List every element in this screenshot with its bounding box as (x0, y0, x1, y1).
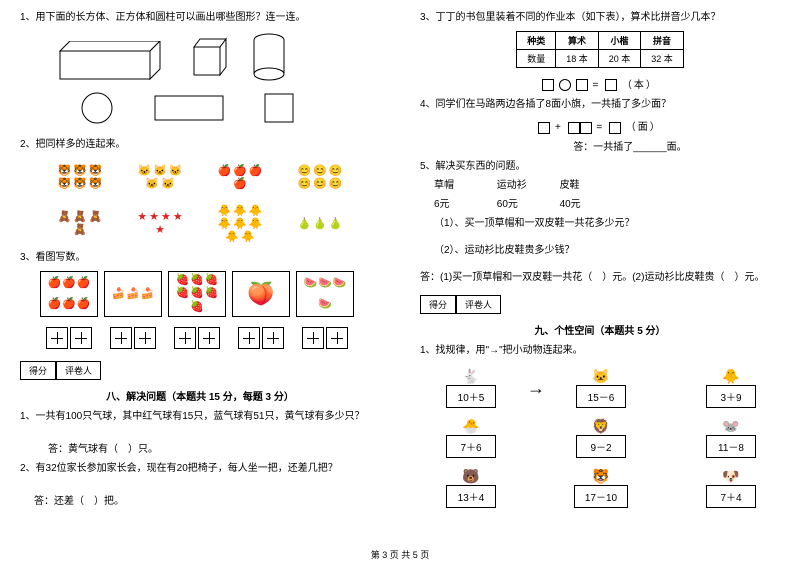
right-column: 3、丁丁的书包里装着不同的作业本（如下表），算术比拼音少几本？ 种类 算术 小楷… (400, 0, 800, 540)
q8-2: 2、有32位家长参加家长会，现在有20把椅子，每人坐一把，还差几把？ (20, 461, 380, 476)
tally-cell[interactable] (198, 327, 220, 349)
animal-icon: 🐭 (722, 419, 739, 433)
cats-icon: 🐱🐱🐱🐱🐱 (132, 166, 188, 190)
tally-cell[interactable] (134, 327, 156, 349)
q3r-text: 3、丁丁的书包里装着不同的作业本（如下表），算术比拼音少几本？ (420, 10, 780, 25)
q8-2-answer: 答：还差（ ）把。 (34, 494, 380, 509)
pic-box: 🍉🍉🍉🍉 (296, 271, 354, 317)
cylinder-icon (250, 33, 288, 81)
page-footer: 第 3 页 共 5 页 (0, 548, 800, 561)
td: 数量 (517, 50, 556, 68)
tally-cell[interactable] (262, 327, 284, 349)
picture-count-row: 🍎🍎🍎🍎🍎🍎 🍰🍰🍰 🍓🍓🍓🍓🍓🍓🍓 🍑 🍉🍉🍉🍉 (40, 271, 380, 317)
animal-icon: 🐯 (592, 469, 609, 483)
animal-icon: 🐻 (462, 469, 479, 483)
shapes-3d-row (50, 33, 380, 81)
tally-cell[interactable] (46, 327, 68, 349)
tally-row (40, 327, 380, 349)
q9-1: 1、找规律，用"→"把小动物连起来。 (420, 343, 780, 358)
tally-cell[interactable] (110, 327, 132, 349)
score-box: 得分 评卷人 (420, 295, 780, 314)
q8-1-answer: 答：黄气球有（ ）只。 (48, 442, 380, 457)
score-box: 得分 评卷人 (20, 361, 380, 380)
expr-tail: （面） (626, 122, 662, 133)
flow-box: 10＋5 (446, 385, 496, 408)
flow-box: 15－6 (576, 385, 626, 408)
pic-box: 🍓🍓🍓🍓🍓🍓🍓 (168, 271, 226, 317)
score-label: 得分 (20, 361, 56, 380)
flow-box: 7＋6 (446, 435, 496, 458)
q4-expression: + = （面） (420, 118, 780, 133)
animal-icon: 🐣 (462, 419, 479, 433)
tally-cell[interactable] (326, 327, 348, 349)
flow-box: 17－10 (574, 485, 628, 508)
td: 20 本 (598, 50, 641, 68)
bears-icon: 🧸🧸🧸🧸 (52, 212, 108, 236)
th: 拼音 (641, 32, 684, 50)
smileys-icon: 😊😊😊😊😊😊 (292, 166, 348, 190)
pic-box: 🍎🍎🍎🍎🍎🍎 (40, 271, 98, 317)
square-icon (264, 93, 294, 123)
q5-2: （2）、运动衫比皮鞋贵多少钱？ (434, 243, 780, 258)
pic-box: 🍑 (232, 271, 290, 317)
q5-1: （1）、买一顶草帽和一双皮鞋一共花多少元？ (434, 216, 780, 231)
q8-1: 1、一共有100只气球，其中红气球有15只，蓝气球有51只，黄气球有多少只？ (20, 409, 380, 424)
tally-cell[interactable] (302, 327, 324, 349)
flow-grid: 🐇 10＋5 → 🐱 15－6 🐥 3＋9 🐣 7＋6 🦁 9－2 🐭 11－8 🐻 13＋4… (426, 364, 780, 514)
pic-box: 🍰🍰🍰 (104, 271, 162, 317)
page: 1、用下面的长方体、正方体和圆柱可以画出哪些图形？连一连。 (0, 0, 800, 540)
section-9-title: 九、个性空间（本题共 5 分） (420, 322, 780, 337)
th: 小楷 (598, 32, 641, 50)
animal-icon: 🐇 (462, 369, 479, 383)
q3r-expression: = （本） (420, 76, 780, 91)
cuboid-icon (50, 41, 170, 81)
stars-icon: ★★★★★ (132, 212, 188, 236)
q5-items-price: 6元 60元 40元 (434, 197, 780, 212)
animal-icon: 🦁 (592, 419, 609, 433)
rectangle-icon (154, 95, 224, 121)
cube-icon (188, 37, 232, 81)
td: 18 本 (556, 50, 599, 68)
tigers-icon: 🐯🐯🐯🐯🐯🐯 (52, 166, 108, 190)
grader-label: 评卷人 (56, 361, 101, 380)
animal-icon: 🐥 (722, 369, 739, 383)
animal-icon: 🐶 (722, 469, 739, 483)
q1-text: 1、用下面的长方体、正方体和圆柱可以画出哪些图形？连一连。 (20, 10, 380, 25)
q4-answer: 答：一共插了______面。 (480, 140, 780, 155)
flow-box: 7＋4 (706, 485, 756, 508)
th: 种类 (517, 32, 556, 50)
q5-text: 5、解决买东西的问题。 (420, 159, 780, 174)
q2-text: 2、把同样多的连起来。 (20, 137, 380, 152)
q5-items-header: 草帽 运动衫 皮鞋 (434, 178, 780, 193)
chicks-icon: 🐥🐥🐥🐥🐥🐥🐥🐥 (212, 206, 268, 243)
score-label: 得分 (420, 295, 456, 314)
flow-box: 11－8 (706, 435, 756, 458)
pears-icon: 🍐🍐🍐 (292, 219, 348, 230)
tally-cell[interactable] (238, 327, 260, 349)
expr-tail: （本） (622, 80, 658, 91)
match-grid: 🐯🐯🐯🐯🐯🐯 🐱🐱🐱🐱🐱 🍎🍎🍎🍎 😊😊😊😊😊😊 🧸🧸🧸🧸 ★★★★★ 🐥🐥🐥🐥… (50, 158, 380, 244)
q5-answer: 答：(1)买一顶草帽和一双皮鞋一共花（ ）元。(2)运动衫比皮鞋贵（ ）元。 (420, 270, 780, 285)
workbook-table: 种类 算术 小楷 拼音 数量 18 本 20 本 32 本 (516, 31, 684, 68)
apples-icon: 🍎🍎🍎🍎 (212, 166, 268, 190)
circle-icon (80, 91, 114, 125)
grader-label: 评卷人 (456, 295, 501, 314)
arrow-icon: → (516, 378, 556, 399)
animal-icon: 🐱 (592, 369, 609, 383)
flow-box: 3＋9 (706, 385, 756, 408)
left-column: 1、用下面的长方体、正方体和圆柱可以画出哪些图形？连一连。 (0, 0, 400, 540)
tally-cell[interactable] (174, 327, 196, 349)
q4-text: 4、同学们在马路两边各插了8面小旗，一共插了多少面？ (420, 97, 780, 112)
section-8-title: 八、解决问题（本题共 15 分，每题 3 分） (20, 388, 380, 403)
th: 算术 (556, 32, 599, 50)
tally-cell[interactable] (70, 327, 92, 349)
flow-box: 13＋4 (446, 485, 496, 508)
shapes-2d-row (80, 91, 380, 125)
td: 32 本 (641, 50, 684, 68)
flow-box: 9－2 (576, 435, 626, 458)
q3-text: 3、看图写数。 (20, 250, 380, 265)
